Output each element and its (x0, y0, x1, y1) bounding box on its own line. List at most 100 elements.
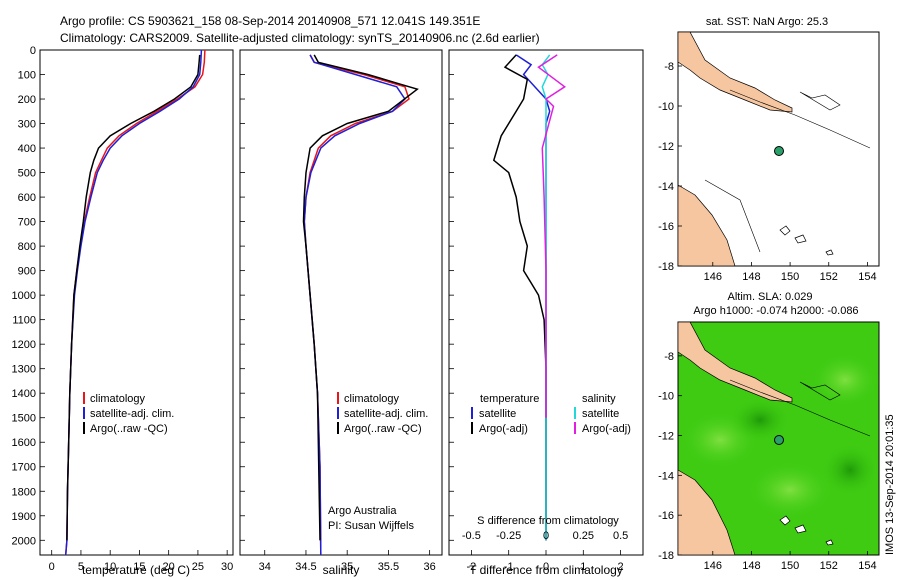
depth-tick-label: 1300 (12, 364, 36, 376)
s-difference-label: S difference from climatology (477, 515, 619, 527)
x-tick-label: 20 (163, 561, 175, 573)
map2-argo-location (774, 435, 784, 445)
temperature-panel-frame (39, 49, 234, 556)
lon-tick-label: 152 (820, 271, 838, 283)
lat-tick-label: -8 (664, 351, 674, 363)
map1-islands (779, 225, 834, 256)
depth-tick-label: 900 (18, 266, 36, 278)
map1-land-new-guinea (677, 31, 793, 113)
legend-t-argo-label: Argo(-adj) (479, 423, 528, 435)
depth-tick-label: 400 (18, 143, 36, 155)
legend-s-sat-label: satellite (582, 408, 619, 420)
x-axis-ticks: 0 5 10 15 20 25 30 34 34.5 35 35.5 36 -2 -1 0 1 2 -0.5 -0.… (49, 530, 629, 573)
depth-tick-label: 1400 (12, 388, 36, 400)
depth-tick-label: 700 (18, 217, 36, 229)
lon-tick-label: 146 (704, 271, 722, 283)
legend-clim-label: climatology (90, 393, 146, 405)
x-tick-label: 15 (133, 561, 145, 573)
s-tick-label: -0.25 (496, 530, 521, 542)
x-tick-label: -1 (504, 561, 514, 573)
lat-tick-label: -14 (658, 470, 674, 482)
temperature-series-3 (66, 54, 201, 541)
lat-tick-label: -12 (658, 141, 674, 153)
legend-sat-label: satellite-adj. clim. (344, 408, 428, 420)
lat-tick-label: -18 (658, 261, 674, 273)
temperature-xlabel: temperature (deg C) (82, 563, 190, 577)
depth-tick-label: 200 (18, 94, 36, 106)
legend-s-argo-label: Argo(-adj) (582, 423, 631, 435)
x-tick-label: 36 (424, 561, 436, 573)
map1-coastline (704, 89, 871, 253)
s-tick-label: 0.25 (573, 530, 594, 542)
map2-land-new-guinea (677, 321, 793, 403)
s-tick-label: -0.5 (462, 530, 481, 542)
depth-tick-label: 0 (30, 45, 36, 57)
lat-tick-label: -18 (658, 550, 674, 562)
x-tick-label: 5 (78, 561, 84, 573)
map2-sla-low (822, 444, 878, 496)
x-tick-label: 1 (580, 561, 586, 573)
lat-tick-label: -16 (658, 510, 674, 522)
x-tick-label: 0 (49, 561, 55, 573)
sst-map (677, 31, 880, 267)
depth-tick-label: 1800 (12, 486, 36, 498)
depth-tick-label: 500 (18, 168, 36, 180)
temperature-profiles (64, 49, 206, 556)
figure-title-line1: Argo profile: CS 5903621_158 08-Sep-2014… (60, 14, 480, 28)
x-tick-label: -2 (466, 561, 476, 573)
depth-axis: 0 100 200 300 400 500 600 700 800 900 1000 1100 1200… (12, 45, 454, 547)
depth-tick-label: 600 (18, 192, 36, 204)
x-tick-label: 25 (192, 561, 204, 573)
legend-argo-label: Argo(..raw -QC) (90, 423, 168, 435)
salinity-xlabel: salinity (323, 563, 360, 577)
x-tick-label: 2 (618, 561, 624, 573)
depth-tick-label: 100 (18, 70, 36, 82)
lat-tick-label: -10 (658, 391, 674, 403)
x-tick-label: 0 (543, 561, 549, 573)
map2-sla-low (730, 398, 790, 442)
map2-sla-high (810, 352, 880, 408)
pi-note: PI: Susan Wijffels (328, 520, 414, 532)
lon-tick-label: 154 (858, 560, 876, 572)
lon-tick-label: 154 (858, 271, 876, 283)
map2-title1: Altim. SLA: 0.029 (728, 291, 813, 303)
x-tick-label: 34 (259, 561, 271, 573)
difference-series-4 (537, 54, 567, 418)
lat-tick-label: -10 (658, 101, 674, 113)
legend-temperature-heading: temperature (480, 393, 539, 405)
figure-title-line2: Climatology: CARS2009. Satellite-adjuste… (60, 31, 540, 45)
legend-t-sat-label: satellite (479, 408, 516, 420)
depth-tick-label: 1900 (12, 511, 36, 523)
depth-tick-label: 1200 (12, 339, 36, 351)
imos-timestamp: IMOS 13-Sep-2014 20:01:35 (884, 414, 896, 555)
depth-tick-label: 300 (18, 119, 36, 131)
legend-salinity-heading: salinity (582, 393, 616, 405)
map2-sla-high (745, 460, 835, 520)
map1-argo-location (774, 146, 784, 156)
sla-map (677, 321, 880, 556)
map2-axes: 146 148 150 152 154 -8 -10 -12 -14 -16 -18 (658, 351, 876, 572)
s-tick-label: 0 (543, 530, 549, 542)
lon-tick-label: 148 (742, 271, 760, 283)
lon-tick-label: 150 (781, 560, 799, 572)
x-tick-label: 30 (221, 561, 233, 573)
salinity-legend: climatology satellite-adj. clim. Argo(..… (328, 392, 428, 532)
lon-tick-label: 152 (820, 560, 838, 572)
x-tick-label: 35 (341, 561, 353, 573)
map1-axes: 146 148 150 152 154 -8 -10 -12 -14 -16 -18 (658, 61, 876, 283)
difference-profiles (492, 54, 567, 541)
lat-tick-label: -14 (658, 181, 674, 193)
x-tick-label: 35.5 (378, 561, 399, 573)
salinity-series-3 (302, 54, 419, 541)
depth-tick-label: 2000 (12, 535, 36, 547)
legend-sat-label: satellite-adj. clim. (90, 408, 174, 420)
x-tick-label: 10 (104, 561, 116, 573)
depth-tick-label: 800 (18, 241, 36, 253)
difference-legend: temperature satellite Argo(-adj) salinit… (471, 393, 631, 435)
salinity-profiles (302, 54, 419, 556)
lat-tick-label: -16 (658, 221, 674, 233)
depth-tick-label: 1100 (12, 315, 36, 327)
depth-tick-label: 1600 (12, 437, 36, 449)
legend-clim-label: climatology (344, 393, 400, 405)
